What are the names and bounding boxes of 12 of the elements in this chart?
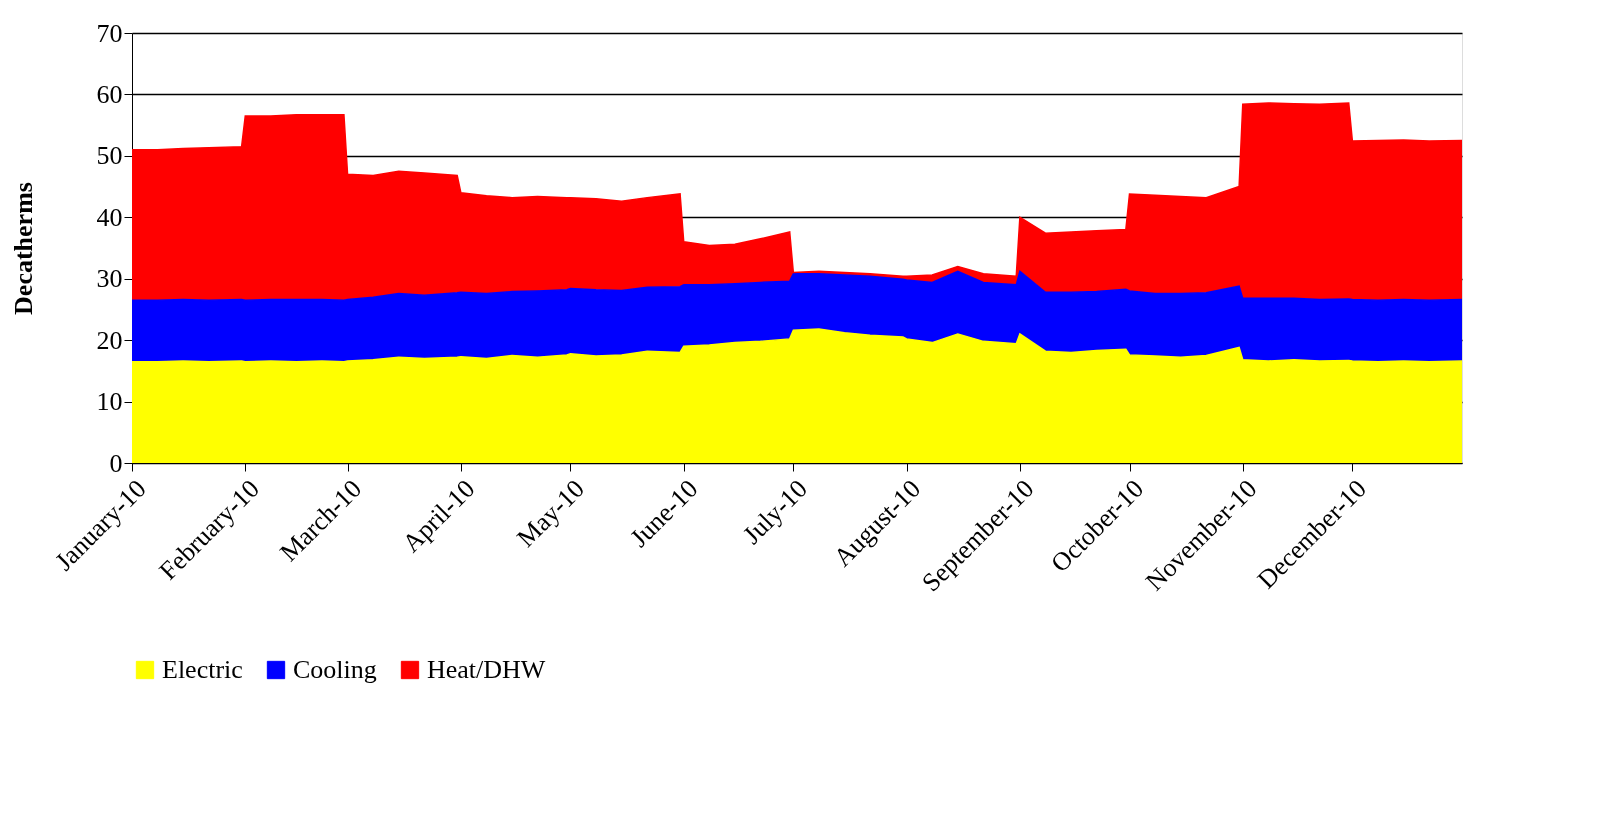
y-tick-label: 20 <box>96 325 123 355</box>
y-tick-label: 0 <box>109 448 123 478</box>
legend-label: Electric <box>162 655 243 684</box>
y-tick-label: 30 <box>96 264 123 294</box>
legend-label: Heat/DHW <box>427 655 546 684</box>
legend-label: Cooling <box>293 655 377 684</box>
y-tick-label: 70 <box>96 18 123 48</box>
y-axis-title: Decatherms <box>8 182 38 315</box>
y-tick-label: 50 <box>96 141 123 171</box>
y-tick-label: 10 <box>96 387 123 417</box>
y-tick-label: 40 <box>96 202 123 232</box>
y-tick-label: 60 <box>96 79 123 109</box>
